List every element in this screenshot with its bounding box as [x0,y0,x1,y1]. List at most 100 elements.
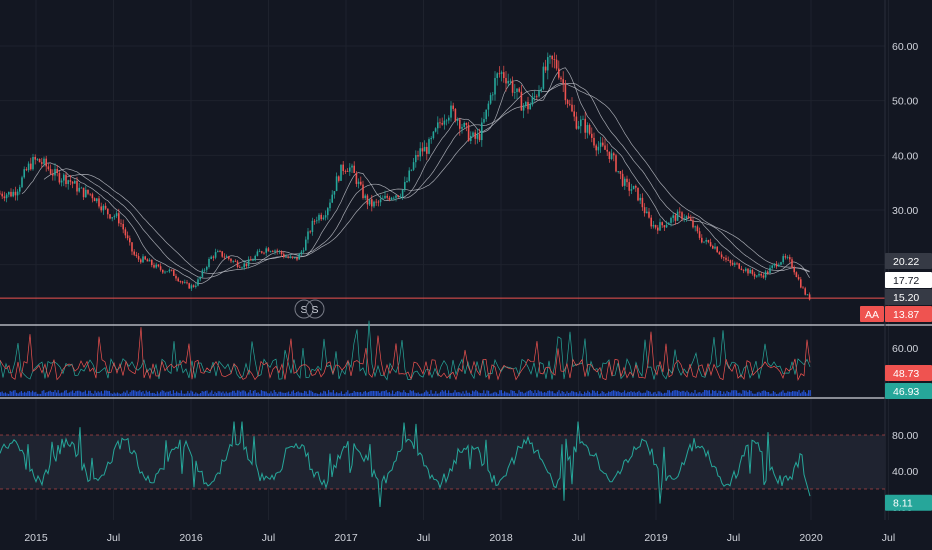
candle [276,250,278,252]
candle [195,285,197,287]
candle [782,256,784,263]
volume-bar [254,390,256,396]
volume-bar [518,390,520,396]
volume-bar [348,393,350,396]
volume-bar [216,393,218,396]
time-tick-label: 2016 [179,532,203,544]
volume-bar [22,392,24,396]
volume-bar [174,392,176,396]
volume-bar [590,393,592,396]
volume-bar [49,390,51,396]
candle [764,271,767,278]
volume-bar [430,390,432,396]
candle [558,68,560,78]
candle [335,176,338,192]
volume-bar [212,393,214,396]
volume-bar [219,391,221,396]
price-axis[interactable]: 60.00 50.00 40.00 30.00 [892,41,918,217]
split-marker[interactable]: S [305,299,325,319]
candle [272,251,274,252]
rsi-line[interactable] [0,421,811,508]
split-marker[interactable]: S [294,299,314,319]
split-icon[interactable] [294,299,314,319]
volume-bar [708,390,710,396]
volume-bar [438,393,440,396]
volume-bar [283,392,285,396]
volume-bar [640,392,642,396]
volume-bar [670,392,672,396]
volume-bar [416,393,418,396]
candle [670,217,672,223]
volume-bar [60,392,62,396]
volume-bar [262,390,264,396]
volume-bar [304,390,306,396]
candle [159,266,162,270]
volume-bar [307,393,309,396]
candle [571,104,573,112]
volume-bar [56,392,58,396]
volume-axis[interactable]: 60.00 [892,343,918,355]
candle [107,208,109,215]
candle [456,119,459,121]
split-icon[interactable] [305,299,325,319]
candle [74,180,76,184]
rsi-pane[interactable] [0,421,885,508]
candle [599,142,602,147]
volume-bar [696,393,698,396]
oscillator-line [0,327,811,381]
candle [16,191,19,196]
volume-bar [465,390,467,396]
volume-bar [451,393,453,396]
volume-bar [660,392,662,396]
candle [56,168,58,173]
volume-bar [534,390,536,396]
candle [544,66,547,71]
volume-bar [380,391,382,396]
volume-bar [659,391,661,396]
candle [514,92,516,93]
volume-bar [681,390,683,396]
volume-bar [328,390,330,396]
candle [415,155,417,163]
candle [60,180,63,183]
candle [489,95,492,104]
volume-bar [715,390,717,396]
candle [166,271,168,273]
volume-bar [785,392,787,396]
candle [643,207,646,214]
volume-bar [779,392,781,396]
candle [685,216,688,219]
candle [76,180,78,192]
volume-bar [452,392,454,396]
volume-bar [280,391,282,396]
candle [452,105,454,109]
candle [806,294,809,296]
volume-bar [347,390,349,396]
volume-bar [483,390,485,396]
candle [122,223,124,230]
price-pane[interactable]: S S [0,52,885,319]
volume-bar [579,391,581,396]
time-tick-label: Jul [107,532,120,544]
candle [87,189,89,194]
candle [329,202,331,209]
volume-bar [516,393,518,396]
volume-bar [68,392,70,396]
candle [668,222,670,225]
volume-bar [558,390,560,396]
candlestick-series[interactable] [0,52,811,301]
candle [538,90,540,97]
candle [393,197,395,199]
volume-bars [0,390,811,396]
volume-bar [507,392,509,396]
candle [201,270,204,277]
candle [665,224,668,228]
volume-bar [724,393,726,396]
time-axis[interactable]: 2015 Jul 2016 Jul 2017 Jul 2018 Jul 2019 Jul 2020 J… [24,532,895,544]
volume-bar [435,391,437,396]
volume-pane[interactable] [0,320,811,396]
candle [91,194,94,199]
volume-bar [318,393,320,396]
candle [573,111,575,117]
